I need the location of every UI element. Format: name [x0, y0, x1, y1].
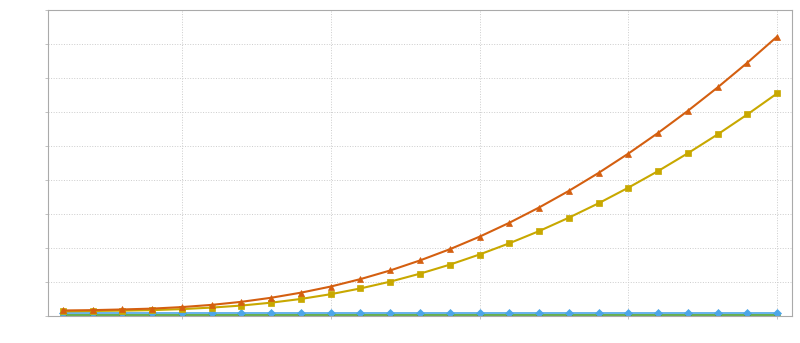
Legend:  — [190, 15, 194, 19]
